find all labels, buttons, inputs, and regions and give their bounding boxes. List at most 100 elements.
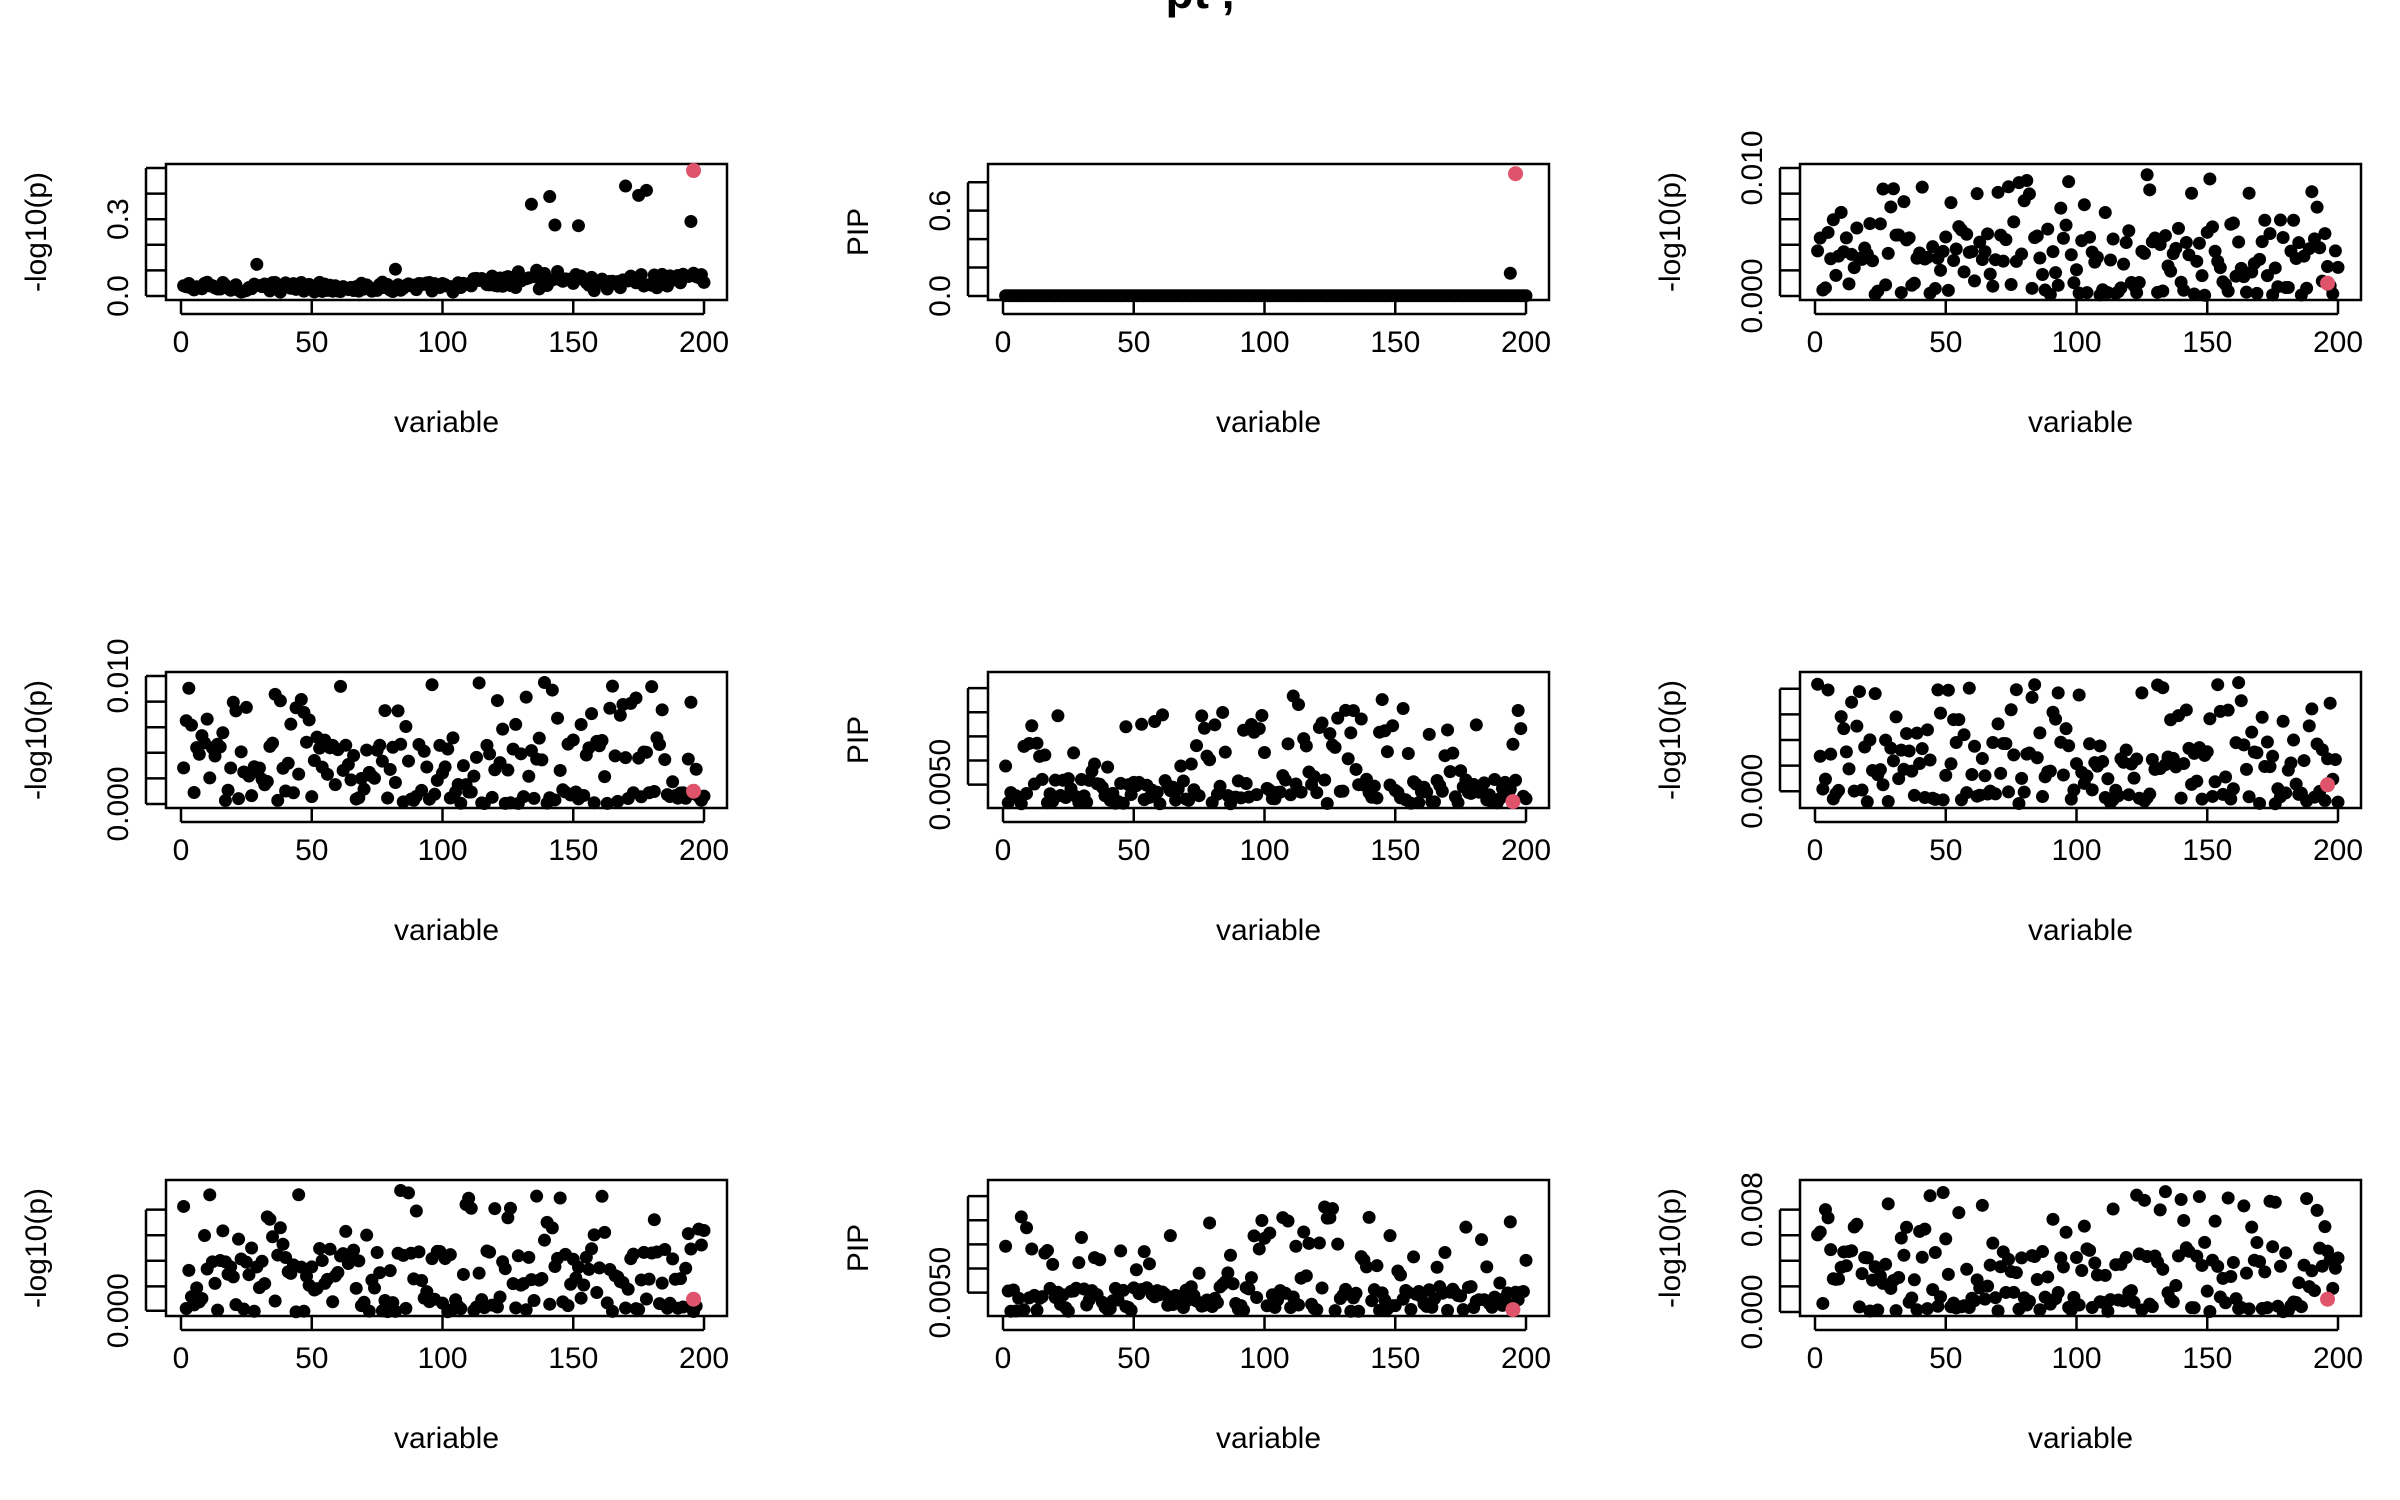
data-point [1968, 1294, 1982, 1308]
data-point [1986, 279, 2000, 293]
data-point [362, 1304, 376, 1318]
data-point [1873, 763, 1887, 777]
data-point [1291, 1298, 1305, 1312]
panel-8: 0 50 100 150 200 0.0050 variable PIP [842, 1178, 1551, 1455]
data-point [2088, 1256, 2102, 1270]
data-point [1516, 1284, 1530, 1298]
data-point [2273, 213, 2287, 227]
data-point [2281, 280, 2295, 294]
data-point [2046, 1212, 2060, 1226]
data-point [1074, 1231, 1088, 1245]
data-point [1960, 1262, 1974, 1276]
y-tick-label: 0.010 [1736, 130, 1769, 205]
plot-frame [986, 1178, 1551, 1318]
data-point [2119, 743, 2133, 757]
x-tick-label: 150 [548, 834, 598, 867]
data-point [388, 262, 402, 276]
data-point [2331, 795, 2345, 809]
data-point [1365, 1294, 1379, 1308]
data-point [1336, 784, 1350, 798]
data-point [1035, 772, 1049, 786]
data-point [1881, 794, 1895, 808]
data-point [496, 722, 510, 736]
data-point [2250, 1235, 2264, 1249]
data-point [1061, 1304, 1075, 1318]
data-point [621, 1282, 635, 1296]
y-tick-label: 0.000 [102, 766, 135, 841]
data-point [619, 751, 633, 765]
data-point [2266, 749, 2280, 763]
data-point [2174, 1192, 2188, 1206]
data-point [1012, 1291, 1026, 1305]
data-point [198, 1229, 212, 1243]
data-point [1067, 746, 1081, 760]
data-point [666, 775, 680, 789]
data-point [2127, 771, 2141, 785]
data-point [2028, 678, 2042, 692]
data-point [571, 219, 585, 233]
x-tick-label: 200 [679, 326, 729, 359]
data-point [1821, 1211, 1835, 1225]
y-axis-label: PIP [842, 1224, 875, 1272]
data-point [632, 1303, 646, 1317]
x-tick-label: 50 [1929, 1342, 1962, 1375]
data-point [1020, 787, 1034, 801]
data-point [1915, 1250, 1929, 1264]
data-point [2124, 1284, 2138, 1298]
data-point [1944, 757, 1958, 771]
data-point [574, 717, 588, 731]
data-point [182, 681, 196, 695]
data-point [2070, 263, 2083, 277]
data-point [381, 791, 395, 805]
data-point [1203, 753, 1217, 767]
data-point [2009, 1266, 2023, 1280]
data-point [1328, 1304, 1342, 1318]
data-point [1923, 1189, 1937, 1203]
data-point [535, 1271, 549, 1285]
data-point [1370, 1259, 1384, 1273]
data-point [2208, 1214, 2222, 1228]
data-point [1939, 1232, 1953, 1246]
data-point [2177, 1213, 2191, 1227]
data-point [2266, 1240, 2280, 1254]
data-point [383, 762, 397, 776]
data-point [684, 1242, 698, 1256]
data-point [1991, 185, 2005, 199]
data-point [2033, 251, 2047, 265]
data-point [1991, 717, 2005, 731]
data-point [1834, 205, 1848, 219]
data-point [2260, 735, 2274, 749]
data-point [2101, 772, 2115, 786]
data-point [1928, 282, 1942, 296]
data-point [598, 1225, 612, 1239]
data-point [2054, 201, 2068, 215]
data-point [611, 794, 625, 808]
x-tick-label: 0 [995, 326, 1012, 359]
panel-1: 0 50 100 150 200 0.0 0.3 variable -log10(p) [20, 162, 729, 439]
data-point [2190, 774, 2204, 788]
data-point [1302, 1236, 1316, 1250]
data-point [655, 703, 669, 717]
data-point [1999, 737, 2013, 751]
data-point [2017, 785, 2031, 799]
data-point [2083, 230, 2097, 244]
data-point [1863, 733, 1877, 747]
x-axis-label: variable [2028, 1422, 2133, 1455]
data-point [1960, 786, 1974, 800]
data-point [1135, 717, 1149, 731]
data-point [1192, 1266, 1206, 1280]
data-point [2051, 686, 2065, 700]
data-point [2318, 1220, 2332, 1234]
data-point [1124, 1303, 1138, 1317]
data-point [1509, 773, 1523, 787]
data-point [331, 1265, 345, 1279]
data-point [2263, 227, 2277, 241]
data-point [673, 1272, 687, 1286]
data-point [229, 704, 243, 718]
x-axis-label: variable [394, 1422, 499, 1455]
data-point [1051, 709, 1065, 723]
x-tick-label: 50 [1929, 326, 1962, 359]
data-point [2292, 1276, 2306, 1290]
data-point [221, 783, 235, 797]
